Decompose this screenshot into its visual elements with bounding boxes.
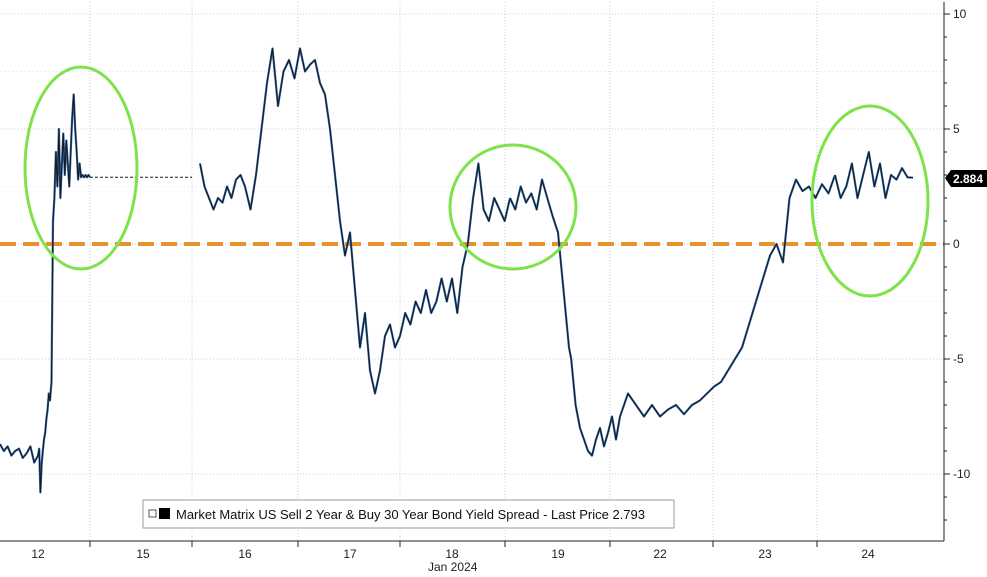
series-line-accent bbox=[198, 47, 512, 395]
x-axis-label: Jan 2024 bbox=[428, 560, 478, 574]
grid bbox=[0, 2, 944, 541]
x-tick-label: 17 bbox=[343, 547, 357, 561]
legend-box bbox=[142, 499, 675, 529]
last-price-tag: 2.884 bbox=[945, 170, 987, 187]
x-tick-label: 23 bbox=[758, 547, 772, 561]
series-line bbox=[509, 174, 836, 457]
y-tick-label: 10 bbox=[953, 7, 967, 21]
y-tick-label: -10 bbox=[953, 467, 971, 481]
x-tick-label: 12 bbox=[31, 547, 45, 561]
x-tick-label: 22 bbox=[653, 547, 667, 561]
series-line bbox=[0, 93, 91, 493]
x-tick-label: 16 bbox=[238, 547, 252, 561]
legend-label: Market Matrix US Sell 2 Year & Buy 30 Ye… bbox=[176, 507, 645, 522]
axes: 10 5 0 -5 -10 12 15 16 17 18 19 22 23 24 bbox=[0, 2, 971, 561]
legend-series-swatch-icon bbox=[159, 508, 170, 519]
y-tick-label: -5 bbox=[953, 352, 964, 366]
legend: Market Matrix US Sell 2 Year & Buy 30 Ye… bbox=[142, 499, 675, 529]
series-lines bbox=[0, 47, 914, 494]
series-line-accent bbox=[509, 174, 837, 457]
series-line-accent bbox=[833, 150, 914, 200]
highlight-circle bbox=[448, 143, 578, 271]
x-tick-label: 15 bbox=[136, 547, 150, 561]
y-tick-label: 0 bbox=[953, 237, 960, 251]
series-line bbox=[199, 47, 511, 395]
highlight-circle bbox=[23, 65, 139, 271]
x-tick-label: 19 bbox=[551, 547, 565, 561]
x-tick-label: 24 bbox=[861, 547, 875, 561]
highlight-circle bbox=[810, 104, 930, 298]
last-price-tag-shape bbox=[945, 170, 987, 187]
series-line bbox=[834, 151, 914, 199]
legend-expand-icon[interactable] bbox=[148, 509, 157, 518]
last-price-tag-label: 2.884 bbox=[953, 172, 983, 186]
y-tick-label: 5 bbox=[953, 122, 960, 136]
highlight-circles bbox=[23, 65, 930, 298]
x-tick-label: 18 bbox=[445, 547, 459, 561]
